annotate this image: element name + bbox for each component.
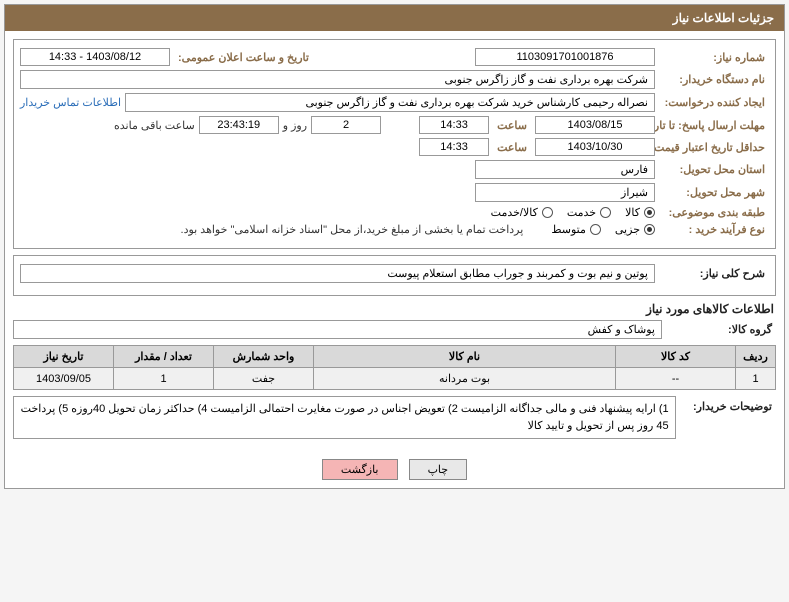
category-radio-group: کالا خدمت کالا/خدمت	[491, 206, 655, 219]
td-qty: 1	[114, 368, 214, 390]
buyer-notes-label: توضیحات خریدار:	[680, 396, 776, 413]
buyer-org-label: نام دستگاه خریدار:	[659, 73, 769, 86]
th-code: کد کالا	[616, 346, 736, 368]
radio-medium[interactable]: متوسط	[551, 223, 601, 236]
validity-label: حداقل تاریخ اعتبار قیمت: تا تاریخ:	[659, 141, 769, 154]
payment-note: پرداخت تمام یا بخشی از مبلغ خرید،از محل …	[181, 223, 524, 236]
validity-date: 1403/10/30	[535, 138, 655, 156]
back-button[interactable]: بازگشت	[322, 459, 398, 480]
deadline-time: 14:33	[419, 116, 489, 134]
goods-group-label: گروه کالا:	[666, 323, 776, 336]
process-radio-group: جزیی متوسط	[551, 223, 655, 236]
requester-label: ایجاد کننده درخواست:	[659, 96, 769, 109]
announce-value: 1403/08/12 - 14:33	[20, 48, 170, 66]
deadline-date: 1403/08/15	[535, 116, 655, 134]
summary-label: شرح کلی نیاز:	[659, 267, 769, 280]
goods-group-value: پوشاک و کفش	[13, 320, 662, 339]
process-label: نوع فرآیند خرید :	[659, 223, 769, 236]
td-row: 1	[736, 368, 776, 390]
td-date: 1403/09/05	[14, 368, 114, 390]
radio-goods[interactable]: کالا	[625, 206, 655, 219]
th-date: تاریخ نیاز	[14, 346, 114, 368]
radio-partial-label: جزیی	[615, 223, 640, 236]
radio-partial-circle	[644, 224, 655, 235]
city-label: شهر محل تحویل:	[659, 186, 769, 199]
remaining-label: ساعت باقی مانده	[114, 119, 195, 132]
radio-partial[interactable]: جزیی	[615, 223, 655, 236]
td-code: --	[616, 368, 736, 390]
main-container: جزئیات اطلاعات نیاز شماره نیاز: 11030917…	[4, 4, 785, 489]
table-row: 1 -- بوت مردانه جفت 1 1403/09/05	[14, 368, 776, 390]
province-value: فارس	[475, 160, 655, 179]
contact-link[interactable]: اطلاعات تماس خریدار	[20, 96, 121, 109]
radio-service-label: خدمت	[567, 206, 596, 219]
need-number-value: 1103091701001876	[475, 48, 655, 66]
radio-goods-circle	[644, 207, 655, 218]
validity-time: 14:33	[419, 138, 489, 156]
print-button[interactable]: چاپ	[409, 459, 468, 480]
city-value: شیراز	[475, 183, 655, 202]
button-row: چاپ بازگشت	[5, 451, 784, 488]
buyer-notes-value: 1) ارایه پیشنهاد فنی و مالی جداگانه الزا…	[13, 396, 676, 439]
province-label: استان محل تحویل:	[659, 163, 769, 176]
summary-value: پوتین و نیم بوت و کمربند و جوراب مطابق ا…	[20, 264, 655, 283]
category-label: طبقه بندی موضوعی:	[659, 206, 769, 219]
panel-header: جزئیات اطلاعات نیاز	[5, 5, 784, 31]
buyer-org-value: شرکت بهره برداری نفت و گاز زاگرس جنوبی	[20, 70, 655, 89]
radio-goods-label: کالا	[625, 206, 640, 219]
content-area: شماره نیاز: 1103091701001876 تاریخ و ساع…	[5, 31, 784, 451]
radio-both-label: کالا/خدمت	[491, 206, 538, 219]
summary-fieldset: شرح کلی نیاز: پوتین و نیم بوت و کمربند و…	[13, 255, 776, 296]
countdown-value: 23:43:19	[199, 116, 279, 134]
table-header-row: ردیف کد کالا نام کالا واحد شمارش تعداد /…	[14, 346, 776, 368]
th-unit: واحد شمارش	[214, 346, 314, 368]
requester-value: نصراله رحیمی کارشناس خرید شرکت بهره بردا…	[125, 93, 655, 112]
th-name: نام کالا	[314, 346, 616, 368]
goods-info-title: اطلاعات کالاهای مورد نیاز	[15, 302, 774, 316]
goods-table: ردیف کد کالا نام کالا واحد شمارش تعداد /…	[13, 345, 776, 390]
td-unit: جفت	[214, 368, 314, 390]
announce-label: تاریخ و ساعت اعلان عمومی:	[174, 51, 313, 64]
td-name: بوت مردانه	[314, 368, 616, 390]
days-and-label: روز و	[283, 119, 307, 132]
radio-medium-label: متوسط	[551, 223, 586, 236]
time-label-1: ساعت	[493, 119, 531, 132]
time-label-2: ساعت	[493, 141, 531, 154]
th-row: ردیف	[736, 346, 776, 368]
radio-service[interactable]: خدمت	[567, 206, 611, 219]
details-fieldset: شماره نیاز: 1103091701001876 تاریخ و ساع…	[13, 39, 776, 249]
th-qty: تعداد / مقدار	[114, 346, 214, 368]
radio-medium-circle	[590, 224, 601, 235]
radio-both[interactable]: کالا/خدمت	[491, 206, 553, 219]
radio-both-circle	[542, 207, 553, 218]
need-number-label: شماره نیاز:	[659, 51, 769, 64]
radio-service-circle	[600, 207, 611, 218]
deadline-label: مهلت ارسال پاسخ: تا تاریخ:	[659, 119, 769, 132]
days-value: 2	[311, 116, 381, 134]
